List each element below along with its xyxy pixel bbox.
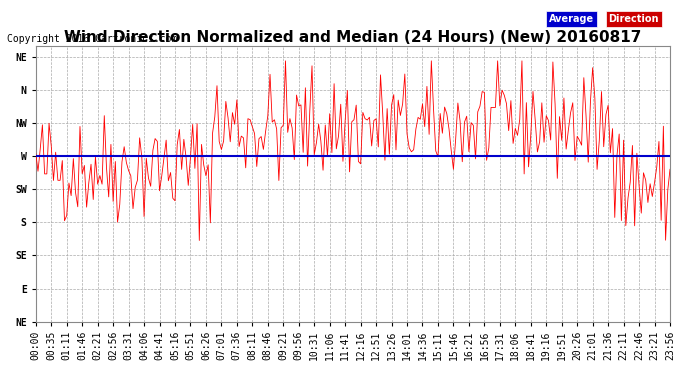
Text: Copyright 2016 Cartronics.com: Copyright 2016 Cartronics.com [7, 34, 177, 44]
Title: Wind Direction Normalized and Median (24 Hours) (New) 20160817: Wind Direction Normalized and Median (24… [64, 30, 642, 45]
Text: Average: Average [549, 14, 593, 24]
Text: Direction: Direction [609, 14, 659, 24]
